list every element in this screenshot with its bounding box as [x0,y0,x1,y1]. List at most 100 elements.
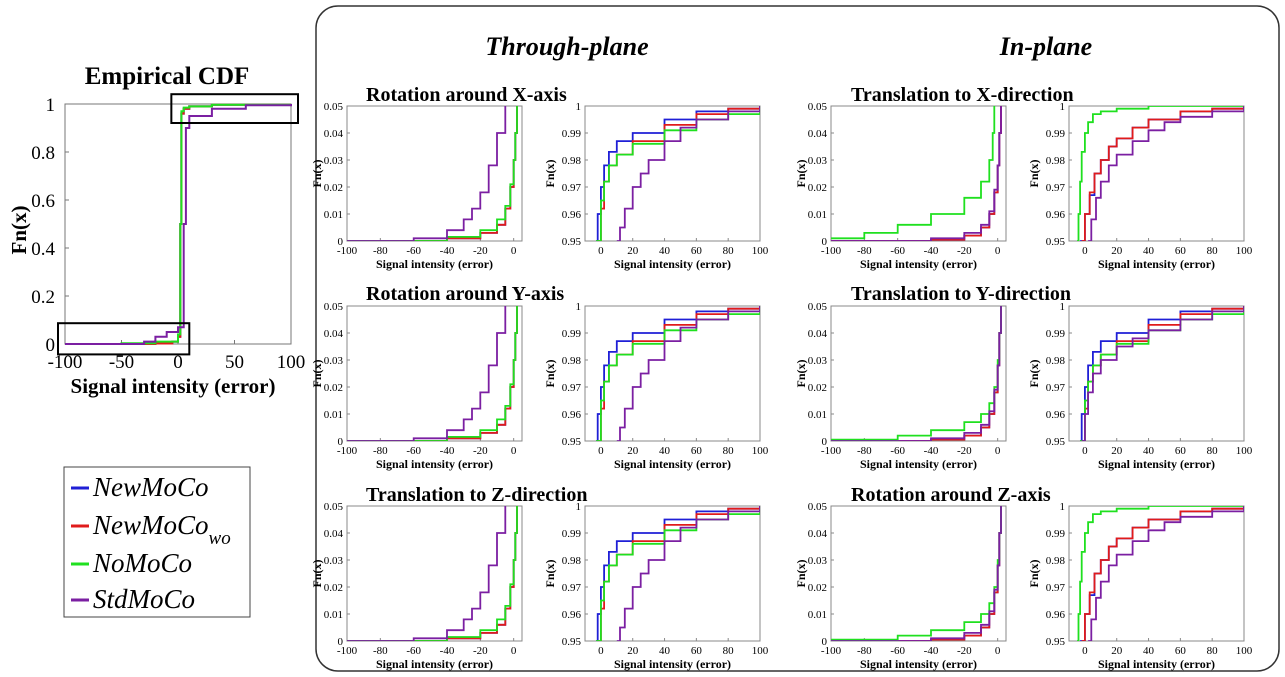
subplot-high-range: 0 20 40 60 80 100 0.95 0.96 0.97 0.98 0.99 1 Signal … [1027,301,1253,471]
overview-series-nomoco [65,103,292,345]
ytick-label: 0.98 [1046,155,1066,167]
xtick-label: 40 [659,245,671,257]
ytick-label: 0.01 [808,209,827,221]
subplot-xlabel: Signal intensity (error) [860,257,977,271]
ytick-label: 0.05 [808,501,828,513]
ytick-label: 0.01 [324,409,343,421]
series-stdmoco [831,106,1002,241]
ytick-label: 0.05 [808,301,828,313]
xtick-label: 20 [1111,645,1123,657]
subplot-ylabel: Fn(x) [794,160,808,188]
subplot-low-range: -100 -80 -60 -40 -20 0 0 0.01 0.02 0.03 0.04 0.05 Si… [794,101,1007,271]
xtick-label: 0 [511,645,517,657]
overview-ytick-label: 0 [46,335,56,356]
subplot-ylabel: Fn(x) [543,360,557,388]
ytick-label: 0.98 [562,555,582,567]
xtick-label: -60 [890,645,905,657]
ytick-label: 0.97 [1046,582,1066,594]
series-nomoco [347,106,518,241]
xtick-label: 20 [627,245,639,257]
xtick-label: -60 [890,445,905,457]
panel-title-rotation-z: Rotation around Z-axis [851,484,1051,506]
subplot-high-range: 0 20 40 60 80 100 0.95 0.96 0.97 0.98 0.99 1 Signal … [543,301,769,471]
ytick-label: 0.05 [808,101,828,113]
subplot-low-range: -100 -80 -60 -40 -20 0 0 0.01 0.02 0.03 0.04 0.05 Si… [310,501,523,671]
ytick-label: 0.04 [324,328,344,340]
xtick-label: 0 [1082,645,1088,657]
series-stdmoco [616,106,760,241]
xtick-label: 80 [1207,645,1219,657]
xtick-label: 0 [598,245,604,257]
xtick-label: 20 [627,645,639,657]
ytick-label: 0.96 [562,209,582,221]
xtick-label: -60 [890,245,905,257]
xtick-label: 100 [752,645,769,657]
xtick-label: 80 [723,245,735,257]
subplot-series [347,106,518,241]
xtick-label: -80 [857,245,872,257]
series-stdmoco [616,306,760,441]
subplot-series [596,306,760,441]
ytick-label: 0.97 [562,382,582,394]
xtick-label: 0 [995,245,1001,257]
ytick-label: 0.96 [1046,609,1066,621]
subplot-area [346,305,523,442]
xtick-label: 0 [598,645,604,657]
subplot-low-range: -100 -80 -60 -40 -20 0 0 0.01 0.02 0.03 0.04 0.05 Si… [794,301,1007,471]
xtick-label: 0 [1082,445,1088,457]
xtick-label: -80 [857,445,872,457]
ytick-label: 0 [338,236,344,248]
ytick-label: 0 [822,236,828,248]
subplot-area [346,105,523,242]
xtick-label: -100 [821,445,842,457]
group-header-through-plane: Through-plane [485,32,648,61]
ytick-label: 0 [338,636,344,648]
series-nomoco [1077,506,1244,641]
ytick-label: 0.04 [808,328,828,340]
subplot-ylabel: Fn(x) [543,160,557,188]
group-header-in-plane: In-plane [999,32,1092,61]
series-nomoco [1077,106,1244,241]
subplot-high-range: 0 20 40 60 80 100 0.95 0.96 0.97 0.98 0.99 1 Signal … [543,501,769,671]
ytick-label: 1 [576,301,582,313]
xtick-label: -20 [957,645,972,657]
ytick-label: 0.95 [562,236,582,248]
ytick-label: 0.96 [562,409,582,421]
overview-ytick-label: 1 [46,95,56,116]
xtick-label: 60 [1175,245,1187,257]
ytick-label: 0.98 [1046,555,1066,567]
ytick-label: 0.05 [324,301,344,313]
series-stdmoco [347,106,507,241]
xtick-label: -40 [440,445,455,457]
overview-ytick-label: 0.6 [31,191,55,212]
xtick-label: -20 [473,245,488,257]
ytick-label: 0.02 [808,582,827,594]
small-multiples: -100 -80 -60 -40 -20 0 0 0.01 0.02 0.03 0.04 0.05 Si… [310,101,1253,671]
ytick-label: 0.02 [808,382,827,394]
subplot-area [584,505,761,642]
subplot-xlabel: Signal intensity (error) [614,657,731,671]
ytick-label: 0.02 [324,382,343,394]
ytick-label: 0.05 [324,101,344,113]
subplot-series [596,106,760,241]
xtick-label: 100 [752,445,769,457]
xtick-label: -100 [337,245,358,257]
subplot-ylabel: Fn(x) [310,560,324,588]
ytick-label: 0.95 [1046,636,1066,648]
subplot-series [1077,506,1244,641]
ytick-label: 0.99 [1046,328,1066,340]
ytick-label: 0 [822,636,828,648]
subplot-series [347,506,518,641]
legend-label: NewMoCo [92,472,209,502]
xtick-label: 40 [1143,245,1155,257]
ytick-label: 0.05 [324,501,344,513]
overview-plot-area [64,103,292,345]
overview-ytick-label: 0.8 [31,143,55,164]
xtick-label: 100 [752,245,769,257]
series-newmoco-wo [1081,106,1244,241]
xtick-label: 80 [723,645,735,657]
ytick-label: 0.02 [324,182,343,194]
subplot-ylabel: Fn(x) [1027,560,1041,588]
ytick-label: 0.01 [324,209,343,221]
